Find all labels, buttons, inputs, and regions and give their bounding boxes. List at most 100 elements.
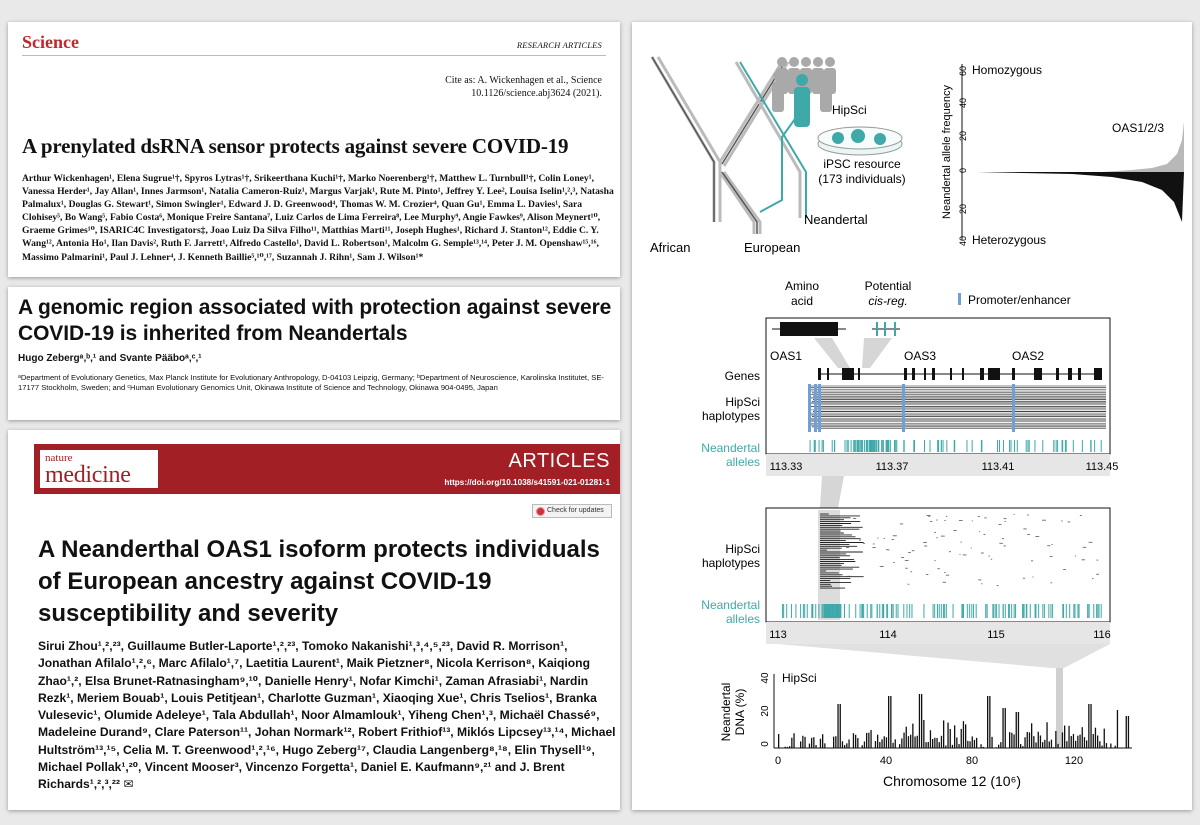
gene-xtick-113-33: 113.33	[770, 461, 803, 473]
tree-branch-european-gray	[718, 171, 762, 234]
chromosome-bar	[1039, 735, 1042, 748]
chromosome-bar	[949, 728, 951, 748]
chromosome-bar	[839, 704, 841, 748]
chromosome-bar	[793, 733, 795, 748]
zoom-wedge-chromosome	[778, 644, 1110, 668]
chromosome-bar	[1070, 736, 1072, 748]
label-potential-line1: Potential	[865, 279, 912, 293]
chromosome-bar	[965, 724, 967, 748]
science-article-card: Science RESEARCH ARTICLES Cite as: A. Wi…	[8, 22, 620, 277]
chromosome-bar	[894, 739, 896, 748]
chromosome-bar	[1075, 740, 1077, 748]
tree-branch-african-dark	[651, 56, 715, 222]
check-updates-button[interactable]: Check for updates	[532, 504, 612, 518]
allele-frequency-plot: 60 40 20 0 20 40 Neandertal allele frequ…	[941, 63, 1184, 247]
neandertal-alleles-upper	[809, 440, 1102, 452]
chromosome-bar	[960, 728, 962, 748]
label-neandertal: Neandertal	[804, 212, 868, 227]
logo-medicine: medicine	[45, 462, 131, 488]
chromosome-bar	[819, 738, 822, 748]
doi-link[interactable]: https://doi.org/10.1038/s41591-021-01281…	[444, 478, 610, 487]
chromosome-bar	[883, 736, 885, 748]
chromosome-bar	[811, 737, 813, 748]
label-ipsc-line2: (173 individuals)	[818, 172, 905, 186]
chromosome-bar	[995, 747, 998, 748]
chromosome-bar	[1061, 732, 1064, 748]
chromosome-bar	[901, 738, 903, 748]
chromosome-bar	[857, 738, 859, 748]
chromosome-bar	[824, 743, 826, 748]
chrom-ylabel-line2: DNA (%)	[733, 689, 747, 736]
chromosome-bar	[800, 741, 802, 748]
chromosome-bar	[1013, 734, 1015, 748]
zoom-wedge-cisreg	[862, 338, 892, 368]
promoter-mark	[1012, 384, 1015, 432]
chromosome-bar	[1105, 743, 1108, 748]
check-updates-icon	[536, 507, 545, 516]
promoter-mark	[808, 384, 811, 432]
label-promoter-legend: Promoter/enhancer	[968, 293, 1071, 307]
citation: Cite as: A. Wickenhagen et al., Science …	[302, 74, 602, 100]
chromosome-bar	[1103, 728, 1105, 748]
chrom-ytick-0: 0	[760, 741, 771, 747]
freq-tick-0: 0	[958, 168, 968, 173]
chromosome-bar	[916, 735, 918, 748]
gene-label-oas2: OAS2	[1012, 349, 1044, 363]
chromosome-bar	[958, 744, 960, 748]
chromosome-bar	[1026, 731, 1028, 748]
row-label-haplotypes: haplotypes	[702, 409, 760, 423]
chromosome-bar	[969, 741, 971, 748]
row-label-genes: Genes	[725, 369, 760, 383]
promoter-mark	[902, 384, 905, 432]
chromosome-bar	[1004, 708, 1006, 748]
chromosome-bar	[943, 720, 945, 748]
label-amino-line1: Amino	[785, 279, 819, 293]
chromosome-bar	[1079, 734, 1081, 748]
chromosome-bar	[910, 734, 912, 748]
chromosome-bar	[1020, 744, 1022, 748]
chromosome-bar	[907, 736, 910, 748]
pnas-article-card: A genomic region associated with protect…	[8, 287, 620, 420]
homozygous-distribution	[977, 122, 1184, 172]
chromosome-bar	[1083, 737, 1086, 748]
chromosome-bar	[932, 738, 934, 748]
chromosome-bar	[1044, 739, 1046, 748]
gene-label-oas1: OAS1	[770, 349, 802, 363]
label-oas-peak: OAS1/2/3	[1112, 121, 1164, 135]
region-row-hipsci: HipSci	[725, 542, 760, 556]
chromosome-bars	[778, 694, 1130, 748]
pnas-authors: Hugo Zebergᵃ,ᵇ,¹ and Svante Pääboᵃ,ᶜ,¹	[18, 353, 202, 364]
chromosome-bar	[1057, 743, 1059, 748]
region-row-neandertal: Neandertal	[701, 598, 760, 612]
region-row-haplotypes: haplotypes	[702, 556, 760, 570]
chromosome-bar	[1050, 739, 1053, 748]
chromosome-bar	[1068, 725, 1070, 748]
tree-branch-neandertal	[739, 61, 807, 218]
zoom-wedge-amino	[814, 338, 850, 368]
label-heterozygous: Heterozygous	[972, 233, 1046, 247]
chrom-xtick-120: 120	[1065, 755, 1083, 767]
chromosome-bar	[1024, 737, 1026, 748]
chromosome-bar	[971, 736, 973, 748]
gene-panel-header: Amino acid Potential cis-reg. Promoter/e…	[785, 279, 1071, 308]
chromosome-bar	[881, 739, 883, 748]
chromosome-bar	[899, 744, 901, 748]
chromosome-panel: HipSci 0 20 40 Neandertal DNA (%) 0 40 8…	[719, 668, 1132, 789]
chromosome-bar	[1099, 741, 1101, 748]
chromosome-bar	[786, 746, 789, 748]
tree-branch-african-gray	[650, 56, 722, 222]
chromosome-bar	[918, 694, 921, 748]
chromosome-bar	[1088, 704, 1090, 748]
chromosome-bar	[890, 696, 892, 748]
gene-panel: OAS1 OAS3 OAS2	[765, 317, 1111, 455]
freq-tick-20-bottom: 20	[958, 204, 968, 214]
region-xtick-114: 114	[879, 629, 897, 641]
row-label-neandertal: Neandertal	[701, 441, 760, 455]
chrom-xticks: 0 40 80 120	[775, 755, 1083, 767]
chromosome-bar	[1053, 747, 1055, 748]
chromosome-bar	[841, 741, 844, 748]
region-panel-xticks: 113 114 115 116	[769, 629, 1111, 641]
label-homozygous: Homozygous	[972, 63, 1042, 77]
chromosome-bar	[1017, 712, 1020, 748]
chromosome-bar	[822, 734, 824, 748]
